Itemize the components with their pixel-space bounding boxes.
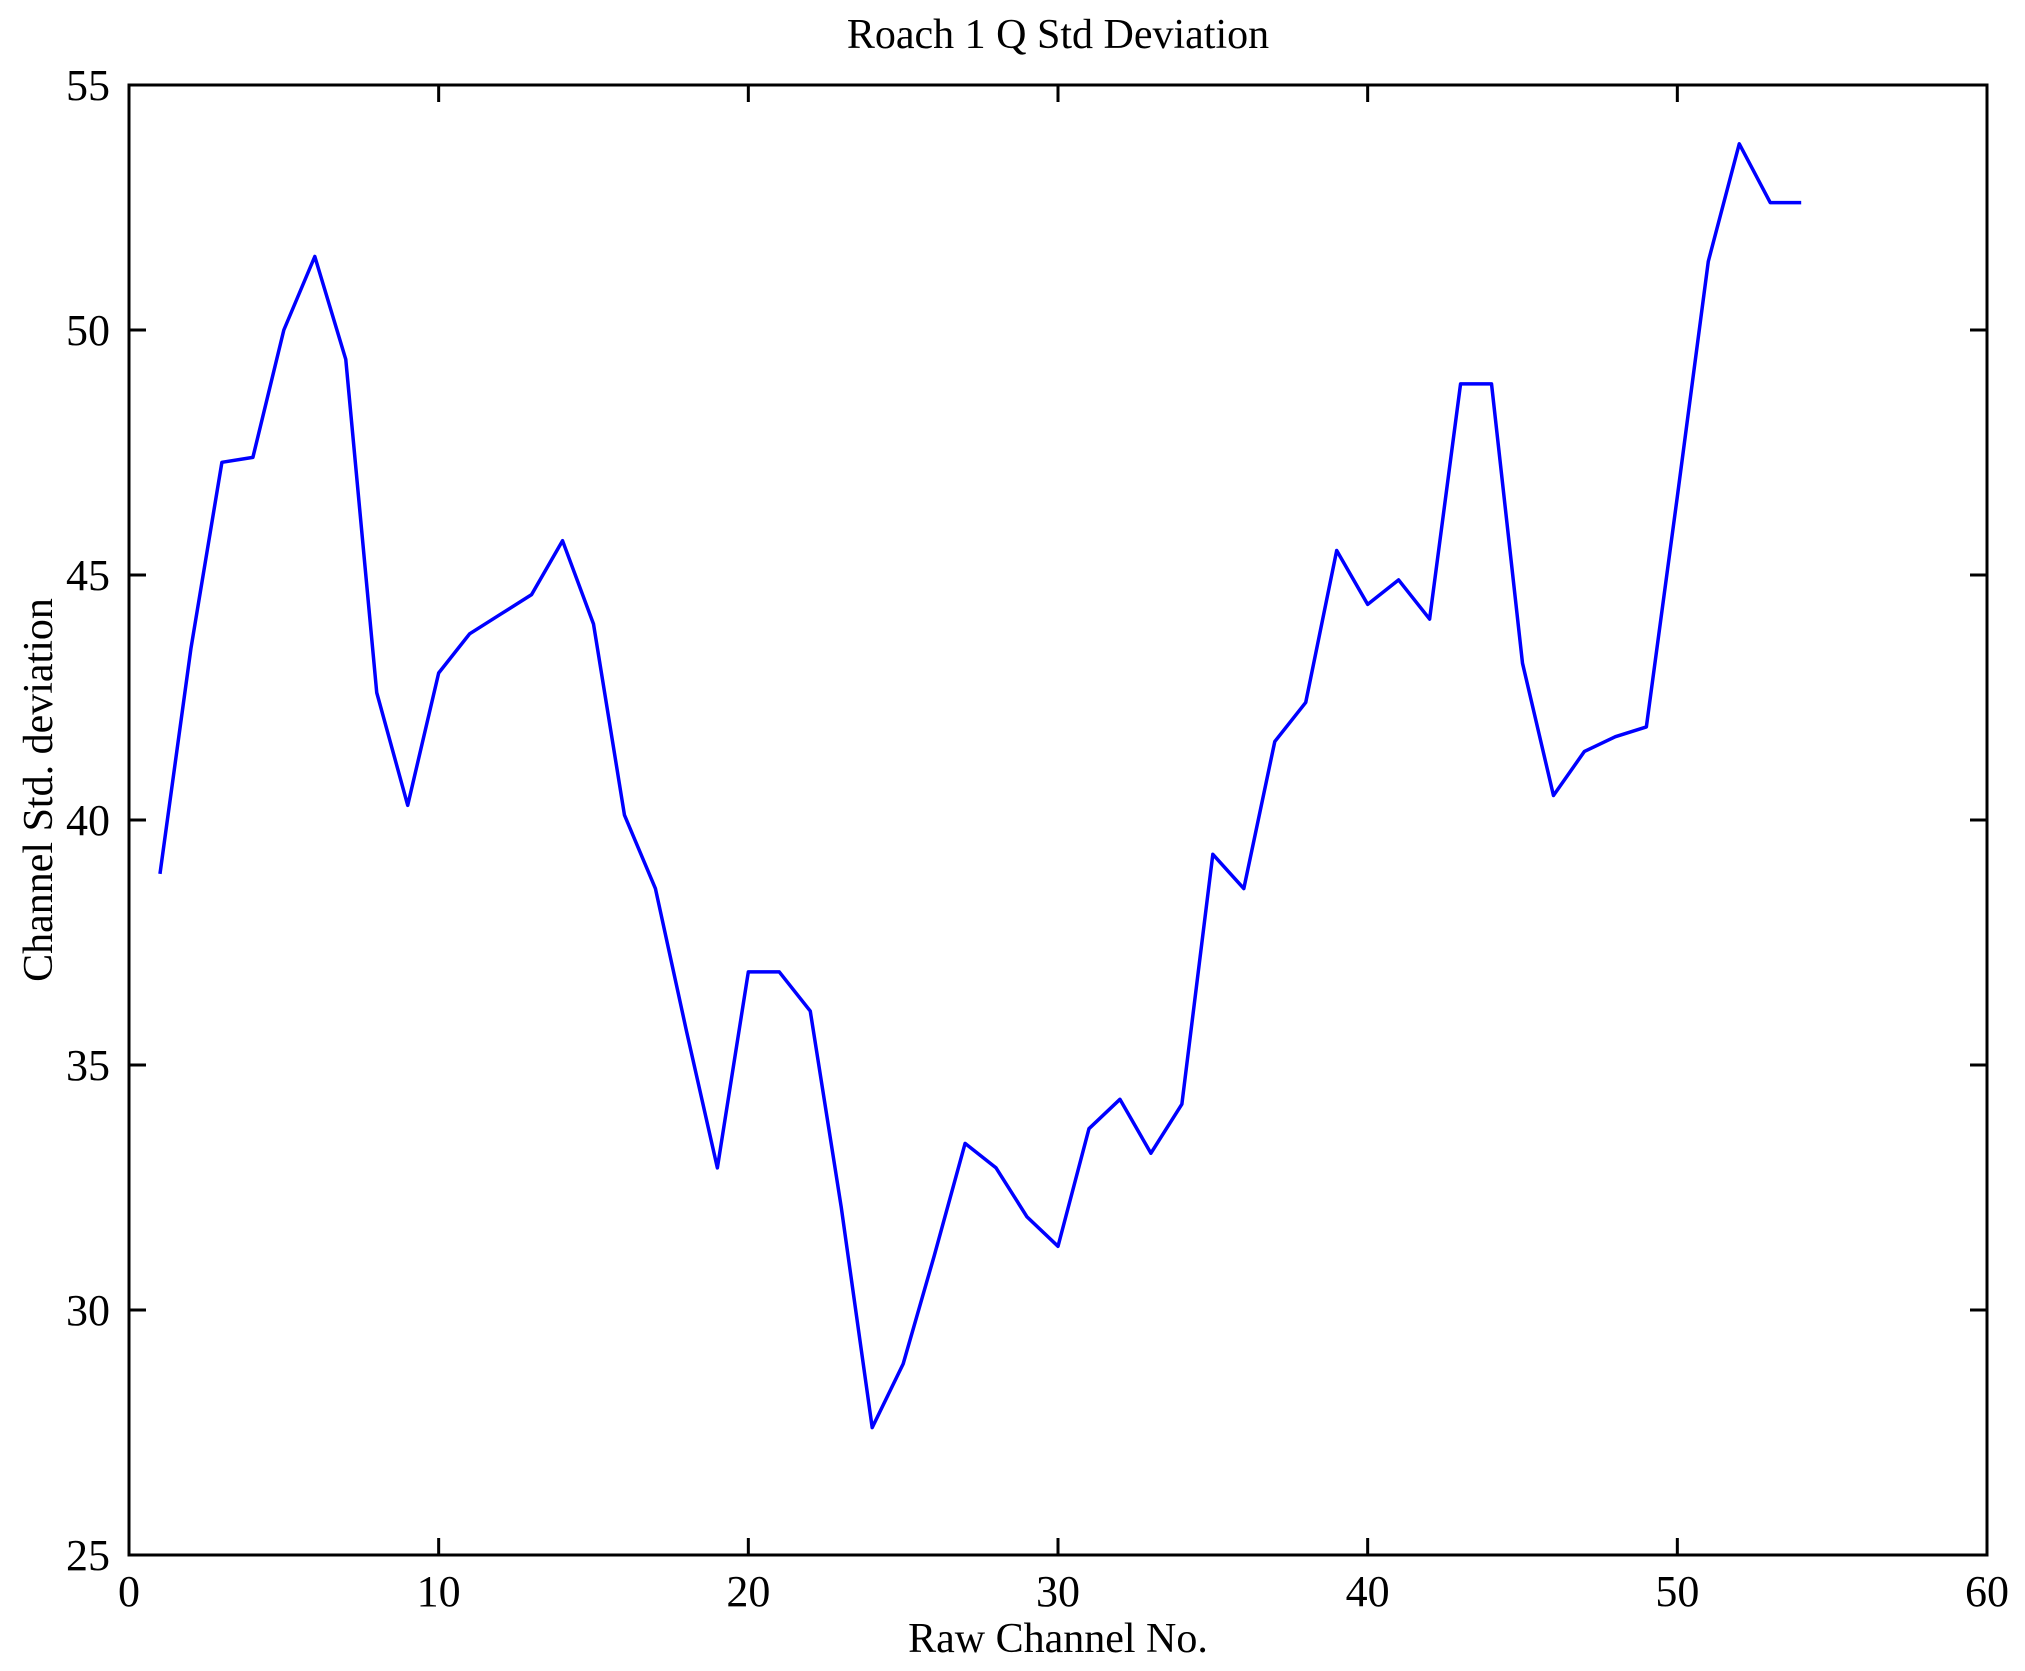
y-tick-label: 45 [66,551,110,600]
y-tick-label: 55 [66,61,110,110]
x-tick-label: 20 [726,1567,770,1616]
axis-ticks [127,83,1989,1557]
x-tick-label: 0 [118,1567,140,1616]
axis-tick-labels: 0 10 20 30 40 50 60 25 30 35 40 45 50 55 [66,61,2009,1616]
y-tick-label: 25 [66,1531,110,1580]
y-axis-label: Channel Std. deviation [16,598,62,982]
chart-title: Roach 1 Q Std Deviation [847,12,1269,58]
y-tick-label: 50 [66,306,110,355]
x-tick-label: 50 [1655,1567,1699,1616]
data-line [158,142,1802,1430]
y-tick-label: 30 [66,1286,110,1335]
x-tick-label: 40 [1346,1567,1390,1616]
data-series [158,142,1802,1430]
x-tick-label: 30 [1036,1567,1080,1616]
y-tick-label: 40 [66,796,110,845]
y-tick-label: 35 [66,1041,110,1090]
x-axis-label: Raw Channel No. [908,1616,1208,1662]
x-tick-label: 10 [417,1567,461,1616]
x-tick-label: 60 [1965,1567,2009,1616]
plot-border [127,83,1989,1557]
